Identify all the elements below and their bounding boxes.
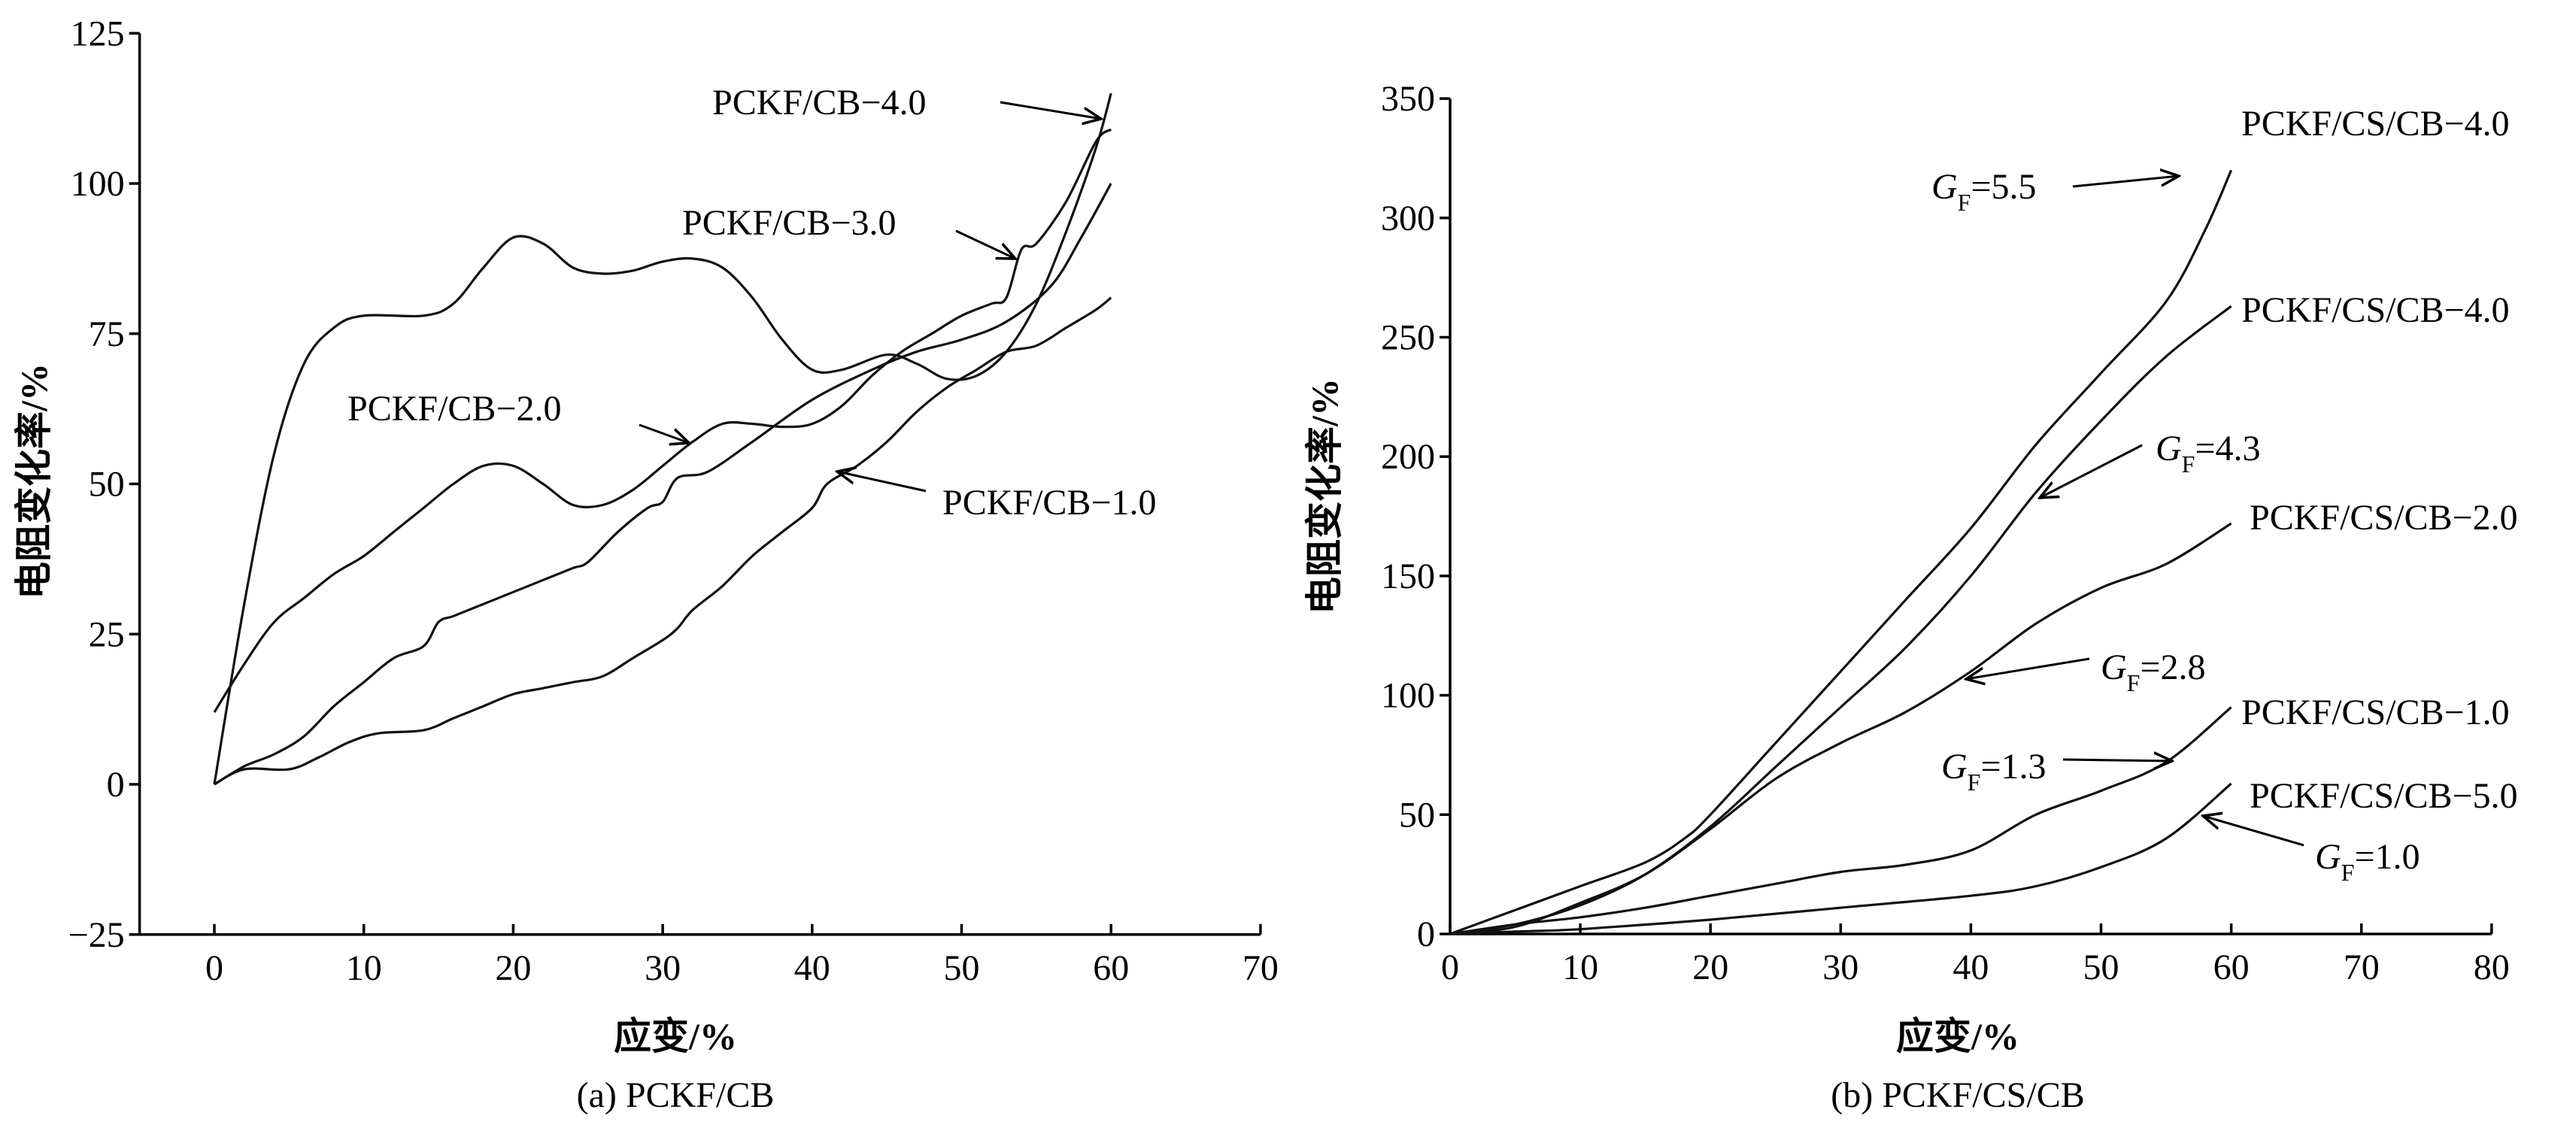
- chart-a-y-tick-label: 50: [89, 465, 125, 505]
- chart-b-annotation-label: PCKF/CS/CB−2.0: [2250, 498, 2518, 538]
- chart-b-annotation-label: PCKF/CS/CB−1.0: [2241, 693, 2510, 732]
- chart-a-annotation-arrow: [837, 471, 927, 493]
- chart-a-series-line-2: [213, 128, 1112, 713]
- chart-a-y-tick-label: −25: [68, 915, 125, 955]
- chart-a-x-tick-label: 10: [346, 948, 382, 988]
- chart-b-y-tick-label: 50: [1399, 795, 1435, 835]
- chart-b-pckf-cs-cb: (b) PCKF/CS/CB 应变/% 电阻变化率/% 050100150200…: [1303, 79, 2518, 1115]
- chart-a-annotation-label: PCKF/CB−2.0: [347, 389, 562, 429]
- chart-b-y-tick-label: 200: [1381, 437, 1435, 477]
- chart-a-y-tick-label: 125: [71, 14, 125, 53]
- chart-a-annotation-arrow: [639, 423, 689, 443]
- chart-b-x-axis-label: 应变/%: [1896, 1015, 2019, 1057]
- chart-b-x-tick-label: 40: [1952, 948, 1989, 987]
- chart-a-x-tick-label: 0: [205, 948, 223, 988]
- chart-b-annotation-arrow: [2072, 176, 2179, 188]
- chart-a-x-tick-label: 60: [1093, 948, 1129, 988]
- chart-a-y-tick-label: 100: [71, 164, 125, 204]
- chart-a-annotation-label: PCKF/CB−3.0: [682, 203, 897, 243]
- chart-b-series-line-4: [1449, 706, 2232, 935]
- chart-a-y-tick-label: 25: [89, 614, 125, 654]
- chart-a-x-axis-label: 应变/%: [614, 1015, 737, 1057]
- chart-b-series-line-3: [1449, 522, 2232, 935]
- chart-b-annotation-arrow: [1966, 657, 2090, 679]
- chart-a-caption: (a) PCKF/CB: [577, 1075, 775, 1115]
- chart-b-series-line-2: [1449, 305, 2232, 935]
- chart-a-y-tick-label: 75: [89, 314, 125, 354]
- chart-b-series-line-1: [1449, 169, 2233, 935]
- chart-b-x-tick-label: 60: [2213, 948, 2250, 987]
- chart-a-series-line-3: [214, 183, 1112, 786]
- chart-a-series-line-4: [214, 296, 1112, 786]
- chart-b-x-tick-label: 0: [1441, 948, 1459, 987]
- chart-a-x-tick-label: 20: [495, 948, 531, 988]
- chart-b-y-tick-label: 250: [1381, 318, 1435, 358]
- chart-b-gauge-factor-label: GF=1.3: [1941, 747, 2047, 796]
- chart-b-gauge-factor-label: GF=5.5: [1931, 167, 2037, 216]
- chart-b-annotation-label: PCKF/CS/CB−4.0: [2241, 290, 2510, 330]
- chart-a-x-tick-label: 30: [645, 948, 681, 988]
- chart-b-x-tick-label: 20: [1692, 948, 1728, 987]
- chart-b-x-tick-label: 30: [1822, 948, 1858, 987]
- chart-b-annotation-arrow: [2062, 760, 2172, 761]
- chart-b-y-tick-label: 100: [1381, 676, 1435, 716]
- chart-b-gauge-factor-label: GF=1.0: [2315, 837, 2420, 886]
- chart-a-pckf-cb: (a) PCKF/CB 应变/% 电阻变化率/% −25025507510012…: [13, 14, 1279, 1115]
- chart-b-annotation-label: PCKF/CS/CB−4.0: [2241, 104, 2510, 144]
- chart-b-annotation-label: PCKF/CS/CB−5.0: [2250, 776, 2518, 816]
- chart-b-x-tick-label: 70: [2344, 948, 2380, 987]
- chart-b-y-axis-label: 电阻变化率/%: [1303, 378, 1346, 614]
- chart-b-x-tick-label: 50: [2083, 948, 2119, 987]
- chart-b-y-tick-label: 350: [1381, 79, 1435, 119]
- chart-b-y-tick-label: 150: [1381, 556, 1435, 596]
- chart-b-x-tick-label: 80: [2474, 948, 2510, 987]
- chart-a-annotation-label: PCKF/CB−4.0: [712, 83, 927, 123]
- chart-a-series-line-1: [213, 92, 1112, 785]
- chart-a-y-tick-label: 0: [107, 765, 125, 805]
- chart-b-x-tick-label: 10: [1562, 948, 1598, 987]
- chart-a-x-tick-label: 50: [944, 948, 980, 988]
- chart-b-caption: (b) PCKF/CS/CB: [1831, 1075, 2084, 1115]
- chart-a-annotation-label: PCKF/CB−1.0: [942, 483, 1157, 523]
- chart-b-gauge-factor-label: GF=4.3: [2156, 429, 2261, 478]
- chart-b-gauge-factor-label: GF=2.8: [2101, 647, 2206, 696]
- chart-b-annotation-arrow: [2040, 444, 2143, 498]
- chart-b-series-line-5: [1449, 782, 2232, 935]
- chart-b-y-tick-label: 0: [1417, 914, 1435, 954]
- chart-a-annotation-arrow: [1000, 101, 1101, 119]
- chart-a-x-tick-label: 70: [1242, 948, 1279, 988]
- chart-a-annotation-arrow: [955, 229, 1015, 259]
- chart-b-y-tick-label: 300: [1381, 199, 1435, 238]
- chart-b-annotation-arrow: [2203, 816, 2304, 847]
- chart-a-x-tick-label: 40: [794, 948, 830, 988]
- chart-a-y-axis-label: 电阻变化率/%: [13, 363, 55, 599]
